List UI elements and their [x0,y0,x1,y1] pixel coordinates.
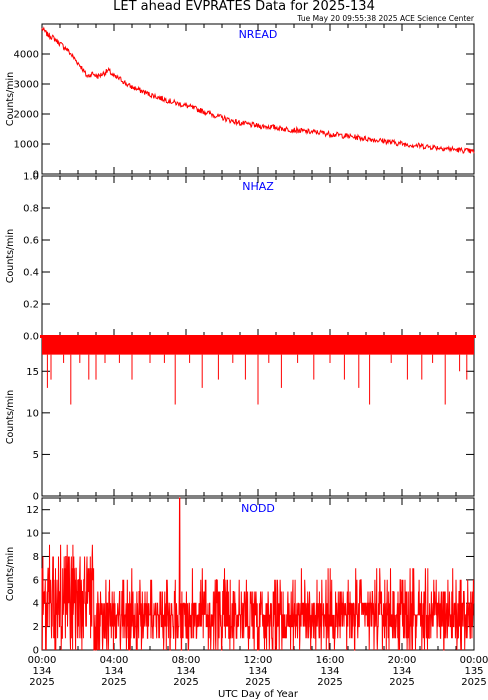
x-tick-label-time: 20:00 [388,655,417,666]
y-tick-label: 2 [33,622,39,633]
panels: NREADCounts/min01000200030004000NHAZCoun… [5,23,476,657]
y-tick-label: 1000 [14,140,39,151]
y-tick-label: 4000 [14,50,39,61]
nadcstim-band-edge [40,335,476,338]
y-tick-label: 0.2 [23,300,39,311]
x-tick-label-doy: 134 [248,666,267,677]
y-tick-label: 6 [33,575,39,586]
y-tick-label: 0.8 [23,204,39,215]
y-tick-label: 3000 [14,80,39,91]
y-tick-label: 8 [33,552,39,563]
nread-series [41,26,475,154]
x-tick-label-doy: 134 [392,666,411,677]
chart-timestamp: Tue May 20 09:55:38 2025 ACE Science Cen… [296,14,475,23]
x-tick-label-year: 2025 [389,677,414,688]
x-tick-label-time: 00:00 [460,655,488,666]
x-tick-label-doy: 134 [320,666,339,677]
y-tick-label: 5 [33,450,39,461]
x-tick-label-year: 2025 [461,677,486,688]
x-tick-label-year: 2025 [245,677,270,688]
y-tick-label: 10 [26,408,39,419]
x-tick-label-year: 2025 [317,677,342,688]
x-tick-label-year: 2025 [101,677,126,688]
nadcstim-band [42,338,474,355]
y-tick-label: 10 [26,529,39,540]
y-axis-label: Counts/min [5,72,16,126]
x-tick-label-doy: 134 [32,666,51,677]
x-tick-label-time: 00:00 [28,655,57,666]
x-tick-label-time: 08:00 [172,655,201,666]
y-tick-label: 2000 [14,110,39,121]
x-tick-label-time: 16:00 [316,655,345,666]
chart-title: LET ahead EVPRATES Data for 2025-134 [113,0,375,14]
y-tick-label: 0 [33,646,39,657]
y-axis-label: Counts/min [5,547,16,601]
x-axis-label: UTC Day of Year [218,689,299,700]
panel-label: NREAD [239,28,278,41]
panel-nhaz: NHAZ Counts/min 0.0 0.2 0.4 0.6 0.8 1.0 [5,172,475,343]
y-tick-label: 0 [33,170,39,181]
x-tick-label-doy: 134 [104,666,123,677]
plot-frame [41,175,475,337]
panel-label: NODD [241,502,275,515]
nodd-series [41,497,475,651]
y-tick-label: 0.0 [23,332,39,343]
x-tick-label-year: 2025 [173,677,198,688]
panel-label: NHAZ [242,180,274,193]
x-axis: 00:00134202504:00134202508:00134202512:0… [28,655,488,688]
x-tick-label-doy: 135 [464,666,483,677]
panel-nodd: NODD Counts/min 0 2 4 6 8 10 12 [5,497,475,657]
y-tick-label: 1.0 [23,172,39,183]
panel-nread: NREAD Counts/min 0 1000 2000 3000 4000 [5,23,475,181]
y-tick-label: 0.4 [23,268,39,279]
y-tick-label: 0.6 [23,236,39,247]
y-tick-label: 4 [33,599,39,610]
x-tick-label-year: 2025 [29,677,54,688]
x-tick-label-time: 12:00 [244,655,273,666]
plot-frame [41,23,475,175]
y-axis-label: Counts/min [5,390,16,444]
y-tick-label: 12 [26,505,39,516]
y-tick-label: 0 [33,492,39,503]
y-axis-label: Counts/min [5,229,16,283]
y-tick-label: 15 [26,367,39,378]
x-tick-label-time: 04:00 [100,655,129,666]
x-tick-label-doy: 134 [176,666,195,677]
